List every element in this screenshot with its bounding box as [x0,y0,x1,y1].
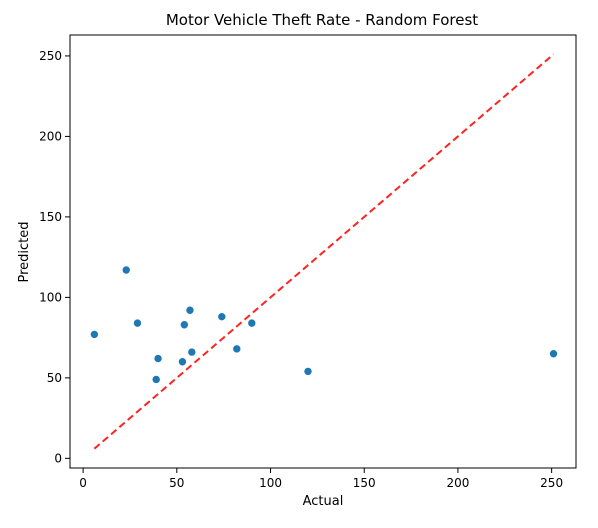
x-tick-label: 100 [259,476,282,490]
scatter-point [180,320,189,330]
y-axis-label: Predicted [17,221,32,282]
y-tick-label: 100 [39,290,62,304]
y-tick-label: 150 [39,210,62,224]
x-tick-label: 200 [446,476,469,490]
reference-line-layer [93,53,555,450]
x-axis-label: Actual [303,494,344,509]
x-axis-ticks: 0 50 100 150 200 250 [79,468,563,490]
y-tick-label: 50 [47,371,62,385]
scatter-point [187,347,197,357]
scatter-point [185,305,195,315]
scatter-point [133,318,142,328]
points-layer [90,265,558,384]
x-tick-label: 150 [353,476,376,490]
y-axis-ticks: 0 50 100 150 200 250 [39,49,70,465]
scatter-point [151,375,161,384]
scatter-point [217,312,227,321]
scatter-point [178,357,187,367]
y-tick-label: 200 [39,129,62,143]
y-tick-label: 250 [39,49,62,63]
chart-title: Motor Vehicle Theft Rate - Random Forest [166,11,478,29]
scatter-point [549,349,558,359]
reference-line [93,53,555,450]
plot-area-frame [69,34,577,469]
x-tick-label: 0 [79,476,87,490]
scatter-point [247,318,257,328]
x-tick-label: 250 [540,476,563,490]
scatter-point [303,367,313,376]
x-tick-label: 50 [169,476,184,490]
y-tick-label: 0 [54,451,62,465]
scatter-point [90,330,99,339]
scatter-point [121,265,131,275]
scatter-point [232,344,242,354]
scatter-point [153,354,163,363]
